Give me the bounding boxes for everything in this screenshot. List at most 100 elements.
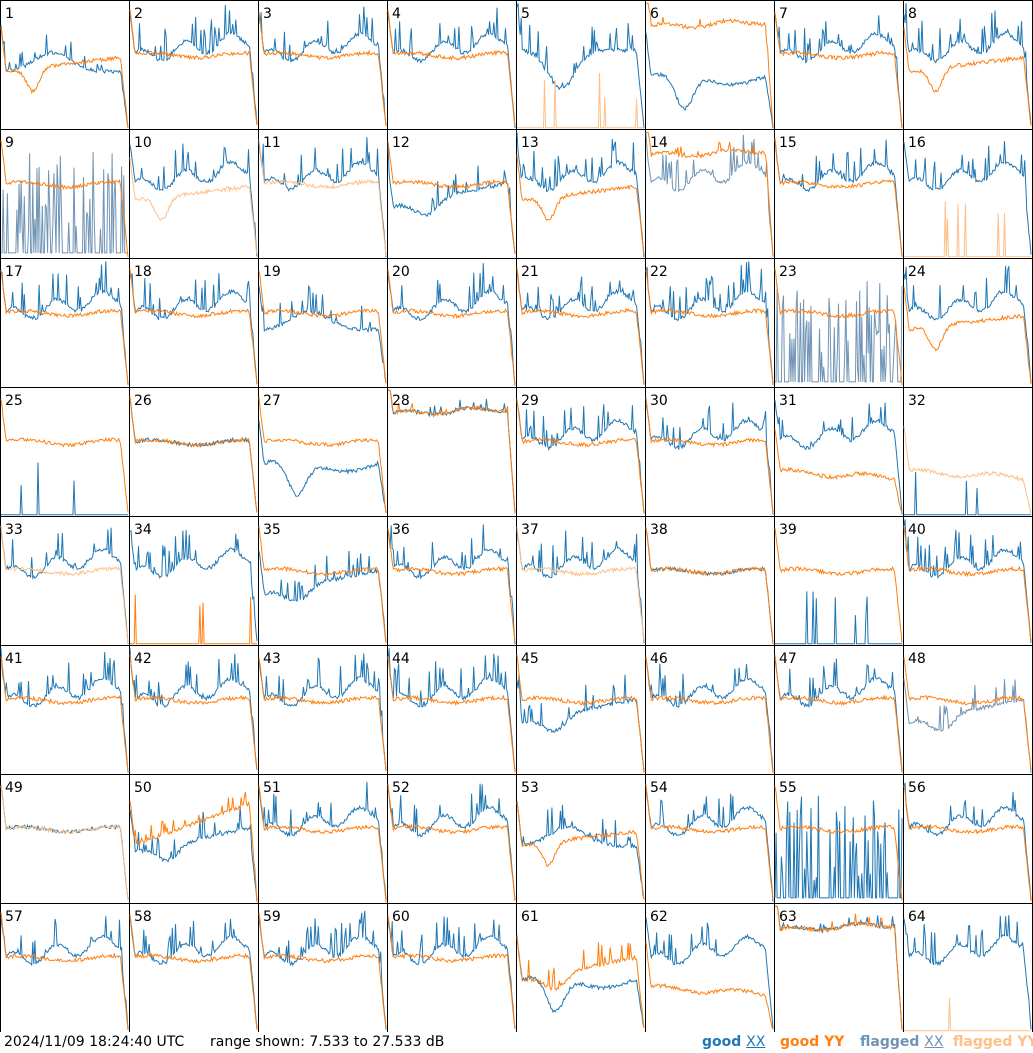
yy-trace: [903, 286, 1032, 385]
panel-frame: [645, 0, 775, 130]
panel-label: 13: [521, 135, 539, 151]
panel-28: 28: [387, 387, 517, 517]
xx-trace: [645, 132, 774, 257]
panel-label: 23: [779, 264, 797, 280]
yy-trace: [129, 791, 258, 903]
xx-trace: [645, 261, 774, 385]
xx-trace: [258, 284, 387, 383]
panel-40: 40: [903, 516, 1033, 646]
xx-trace: [258, 653, 387, 770]
panel-label: 35: [263, 522, 281, 538]
xx-trace: [516, 935, 645, 1029]
xx-trace: [516, 3, 645, 129]
panel-frame: [774, 0, 904, 130]
yy-trace: [645, 526, 774, 645]
panel-label: 20: [392, 264, 410, 280]
xx-trace: [129, 4, 258, 125]
panel-11: 11: [258, 129, 388, 259]
panel-label: 27: [263, 393, 281, 409]
yy-trace: [646, 131, 774, 257]
xx-trace: [774, 795, 903, 899]
panel-37: 37: [516, 516, 646, 646]
panel-label: 63: [779, 909, 797, 925]
panel-12: 12: [387, 129, 517, 259]
panel-frame: [129, 774, 259, 904]
panel-label: 22: [650, 264, 668, 280]
panel-24: 24: [903, 258, 1033, 388]
panel-frame: [129, 258, 259, 388]
legend-flagged-yy-pol: YY: [1017, 1034, 1033, 1050]
legend-flagged-yy-word: flagged: [953, 1034, 1013, 1050]
panel-frame: [516, 387, 646, 517]
yy-trace: [0, 27, 129, 128]
yy-trace: [516, 654, 645, 773]
panel-30: 30: [645, 387, 775, 517]
yy-trace: [516, 802, 645, 900]
panel-frame: [0, 774, 130, 904]
xx-trace: [0, 25, 129, 128]
panel-label: 16: [908, 135, 926, 151]
legend-good-xx: good XX: [702, 1034, 765, 1050]
panel-frame: [387, 516, 517, 646]
xx-trace: [775, 591, 902, 645]
panel-label: 28: [392, 393, 410, 409]
panel-frame: [258, 903, 388, 1032]
xx-trace: [903, 915, 1032, 1030]
panel-frame: [516, 645, 646, 775]
yy-trace: [0, 656, 129, 772]
panel-label: 42: [134, 651, 152, 667]
panel-29: 29: [516, 387, 646, 517]
xx-trace: [129, 648, 258, 770]
timestamp: 2024/11/09 18:24:40 UTC: [4, 1034, 185, 1050]
panel-22: 22: [645, 258, 775, 388]
legend-good-xx-word: good: [702, 1034, 742, 1050]
panel-label: 46: [650, 651, 668, 667]
xx-trace: [903, 265, 1032, 384]
yy-trace: [129, 157, 258, 254]
panel-label: 64: [908, 909, 926, 925]
panel-frame: [0, 387, 130, 517]
yy-trace: [0, 270, 129, 386]
panel-label: 40: [908, 522, 926, 538]
yy-trace: [774, 527, 903, 643]
panel-frame: [0, 903, 130, 1032]
panel-label: 4: [392, 6, 401, 22]
yy-trace: [645, 941, 774, 1030]
xx-trace: [1, 462, 128, 516]
yy-trace: [516, 526, 645, 641]
panel-label: 31: [779, 393, 797, 409]
panel-label: 3: [263, 6, 272, 22]
panel-51: 51: [258, 774, 388, 904]
panel-43: 43: [258, 645, 388, 775]
panel-13: 13: [516, 129, 646, 259]
panel-17: 17: [0, 258, 130, 388]
panel-label: 9: [5, 135, 14, 151]
panel-7: 7: [774, 0, 904, 130]
yy-trace: [0, 785, 129, 901]
yy-trace: [775, 905, 903, 1031]
panel-38: 38: [645, 516, 775, 646]
range-shown: range shown: 7.533 to 27.533 dB: [210, 1034, 445, 1050]
xx-trace: [774, 400, 903, 515]
yy-trace: [646, 2, 774, 127]
panel-label: 21: [521, 264, 539, 280]
xx-trace: [645, 402, 774, 515]
panel-label: 1: [5, 6, 14, 22]
panel-label: 8: [908, 6, 917, 22]
xx-trace: [387, 524, 516, 645]
panel-frame: [129, 645, 259, 775]
panel-label: 39: [779, 522, 797, 538]
panel-63: 63: [774, 903, 904, 1032]
panel-53: 53: [516, 774, 646, 904]
panel-label: 48: [908, 651, 926, 667]
yy-trace: [129, 396, 258, 513]
xx-trace: [0, 527, 129, 644]
panel-23: 23: [774, 258, 904, 388]
yy-trace: [645, 656, 774, 774]
panel-42: 42: [129, 645, 259, 775]
xx-trace: [903, 519, 1032, 643]
panel-label: 10: [134, 135, 152, 151]
legend-flagged-xx-pol: XX: [924, 1034, 944, 1050]
xx-trace: [903, 3, 1032, 125]
